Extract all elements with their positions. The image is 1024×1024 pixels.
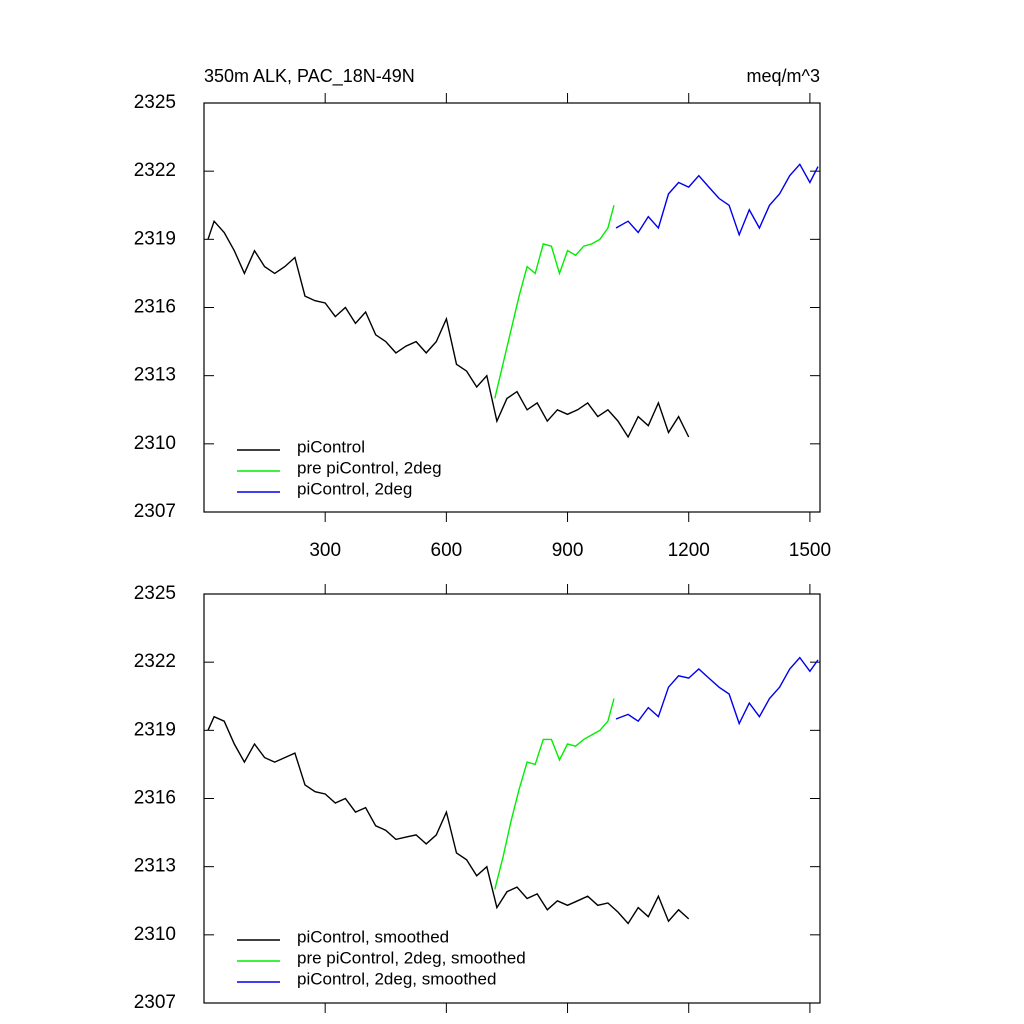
y-tick-label: 2316 bbox=[134, 297, 176, 318]
legend-label: pre piControl, 2deg bbox=[297, 458, 442, 477]
y-tick-label: 2313 bbox=[134, 856, 176, 877]
y-tick-label: 2313 bbox=[134, 365, 176, 386]
y-tick-label: 2319 bbox=[134, 228, 176, 249]
legend-label: piControl, smoothed bbox=[297, 927, 449, 946]
legend-label: piControl, 2deg, smoothed bbox=[297, 969, 496, 988]
y-tick-label: 2325 bbox=[134, 92, 176, 113]
y-tick-label: 2307 bbox=[134, 992, 176, 1013]
data-line bbox=[207, 219, 690, 439]
y-tick-label: 2310 bbox=[134, 433, 176, 454]
x-tick-label: 900 bbox=[552, 540, 584, 561]
y-tick-label: 2316 bbox=[134, 788, 176, 809]
data-line bbox=[494, 698, 615, 890]
chart-units: meq/m^3 bbox=[747, 66, 820, 86]
data-line bbox=[615, 163, 819, 237]
y-tick-label: 2307 bbox=[134, 501, 176, 522]
y-tick-label: 2319 bbox=[134, 719, 176, 740]
y-tick-label: 2322 bbox=[134, 160, 176, 181]
legend-label: piControl, 2deg bbox=[297, 479, 412, 498]
y-tick-label: 2325 bbox=[134, 583, 176, 604]
data-line bbox=[494, 205, 615, 399]
chart-title: 350m ALK, PAC_18N-49N bbox=[204, 66, 415, 87]
x-tick-label: 1200 bbox=[668, 540, 710, 561]
data-line bbox=[615, 656, 819, 726]
legend-label: piControl bbox=[297, 437, 365, 456]
y-tick-label: 2322 bbox=[134, 651, 176, 672]
legend-label: pre piControl, 2deg, smoothed bbox=[297, 948, 526, 967]
x-tick-label: 300 bbox=[309, 540, 341, 561]
x-tick-label: 1500 bbox=[789, 540, 831, 561]
y-tick-label: 2310 bbox=[134, 924, 176, 945]
x-tick-label: 600 bbox=[431, 540, 463, 561]
data-line bbox=[207, 715, 690, 925]
